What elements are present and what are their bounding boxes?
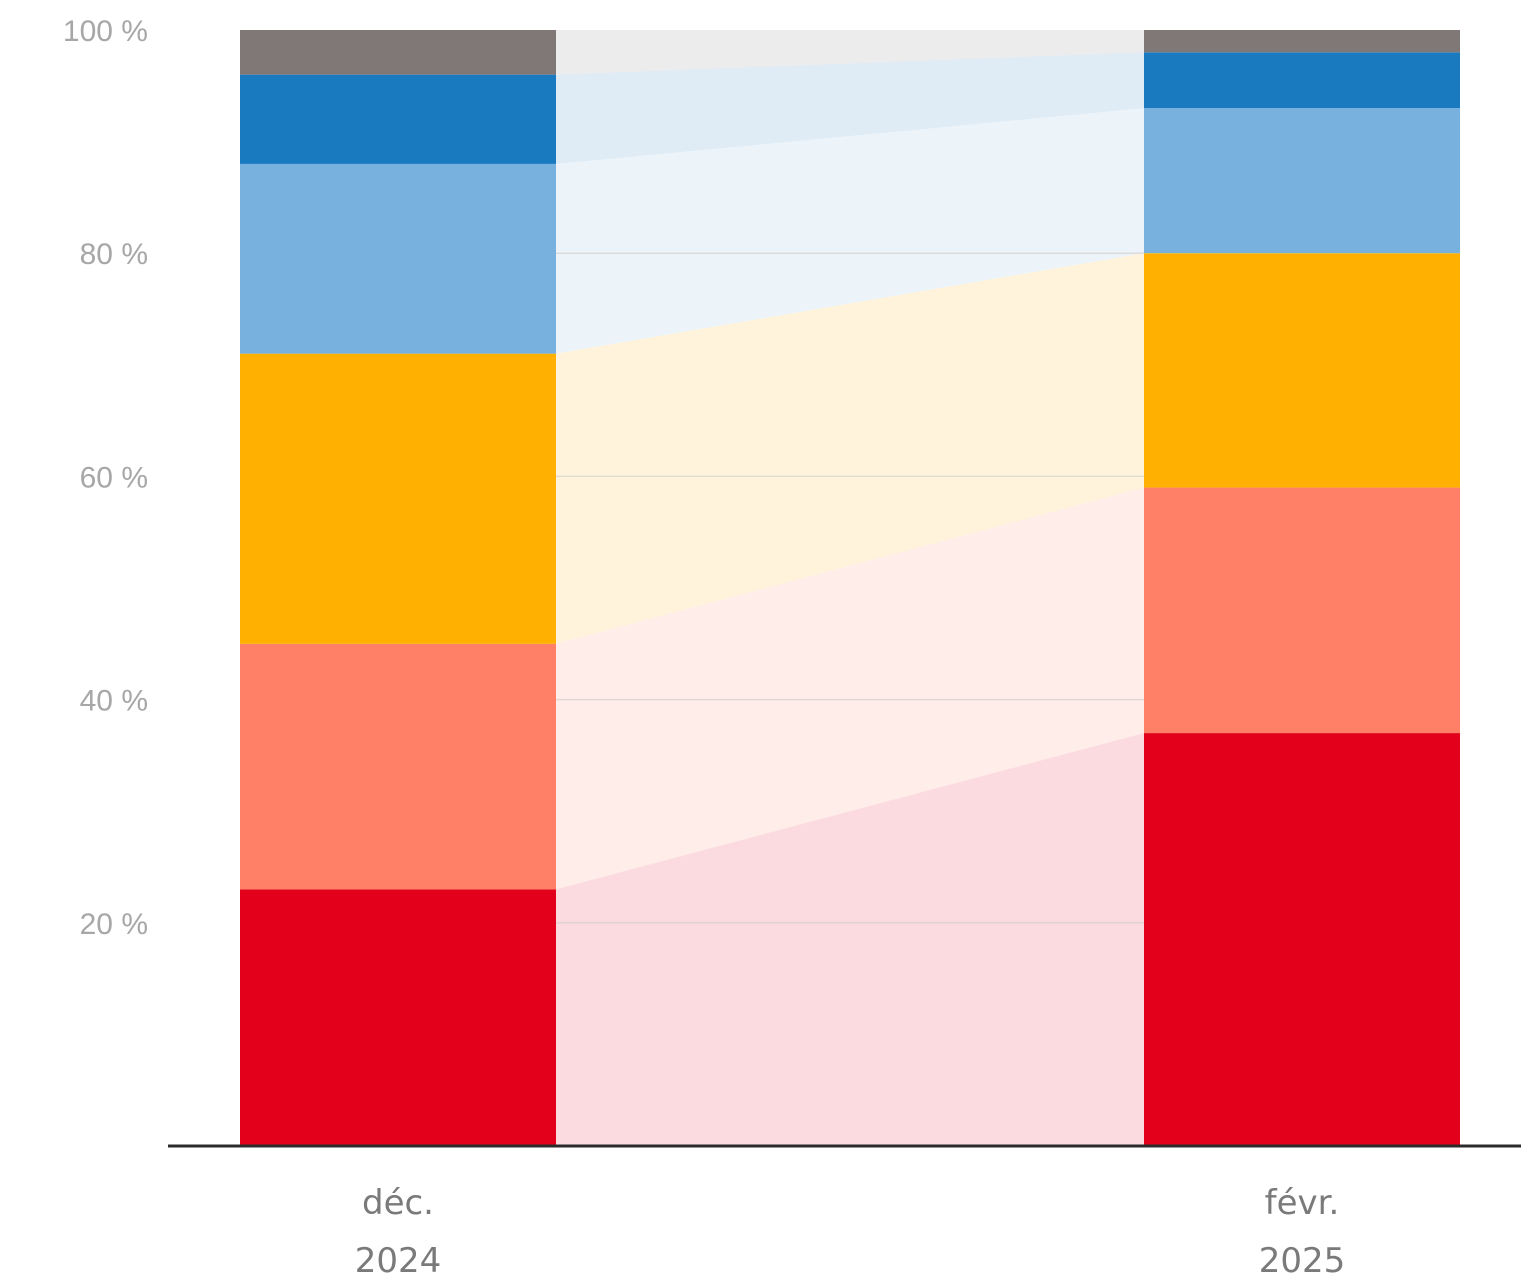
y-tick-label: 80 % [80,238,148,271]
bar-segment-1-6 [240,30,556,75]
y-tick-label: 100 % [63,15,148,48]
bar-segment-2-5 [1144,52,1460,109]
bar-segment-2-1 [1144,733,1460,1146]
bar-segment-1-3 [240,353,556,644]
y-tick-label: 40 % [80,685,148,718]
bar-segments [240,30,1460,1146]
y-tick-label: 60 % [80,461,148,494]
bar-segment-2-6 [1144,30,1460,53]
bar-segment-2-4 [1144,108,1460,254]
connector-area-6 [556,30,1144,75]
connector-area-1 [556,733,1144,1146]
connector-area-2 [556,487,1144,890]
connector-area-3 [556,253,1144,644]
x-category-label-line1: déc. [362,1183,434,1223]
bar-segment-1-1 [240,889,556,1146]
connector-area-5 [556,52,1144,164]
bar-segment-2-2 [1144,487,1460,734]
x-axis-labels: déc. 2024 févr. 2025 [355,1183,1346,1281]
bar-segment-2-3 [1144,253,1460,488]
x-category-label-line2: 2025 [1259,1241,1346,1281]
y-tick-label: 20 % [80,908,148,941]
connector-areas [556,30,1144,1146]
connector-area-4 [556,108,1144,354]
bar-segment-1-5 [240,74,556,164]
x-category-label-line1: févr. [1265,1183,1340,1223]
bar-segment-1-4 [240,163,556,354]
bar-segment-1-2 [240,643,556,890]
y-axis-ticks: 20 % 40 % 60 % 80 % 100 % [63,15,148,941]
gridlines [556,252,1144,924]
x-category-label-line2: 2024 [355,1241,442,1281]
